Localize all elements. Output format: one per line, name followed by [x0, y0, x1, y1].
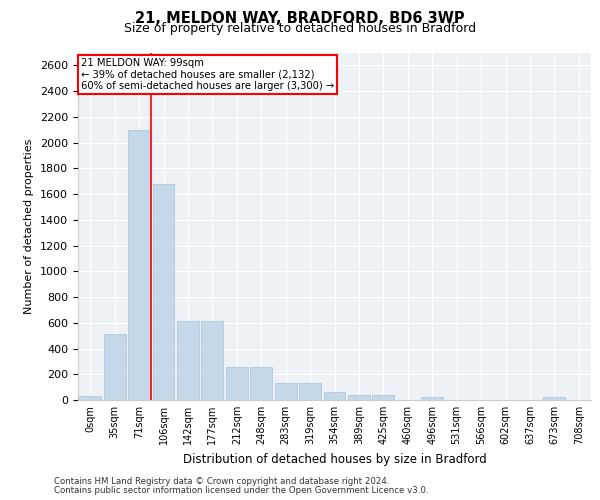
Text: 21, MELDON WAY, BRADFORD, BD6 3WP: 21, MELDON WAY, BRADFORD, BD6 3WP [135, 11, 465, 26]
Bar [348, 395, 370, 400]
Text: Size of property relative to detached houses in Bradford: Size of property relative to detached ho… [124, 22, 476, 35]
Bar [299, 382, 321, 400]
Text: Contains public sector information licensed under the Open Government Licence v3: Contains public sector information licen… [54, 486, 428, 495]
Bar [79, 396, 101, 400]
Bar [421, 397, 443, 400]
Y-axis label: Number of detached properties: Number of detached properties [25, 138, 34, 314]
Bar [226, 366, 248, 400]
Bar [152, 184, 175, 400]
Bar [177, 322, 199, 400]
X-axis label: Distribution of detached houses by size in Bradford: Distribution of detached houses by size … [182, 452, 487, 466]
Text: Contains HM Land Registry data © Crown copyright and database right 2024.: Contains HM Land Registry data © Crown c… [54, 477, 389, 486]
Text: 21 MELDON WAY: 99sqm
← 39% of detached houses are smaller (2,132)
60% of semi-de: 21 MELDON WAY: 99sqm ← 39% of detached h… [80, 58, 334, 91]
Bar [202, 322, 223, 400]
Bar [544, 398, 565, 400]
Bar [128, 130, 150, 400]
Bar [250, 366, 272, 400]
Bar [275, 382, 296, 400]
Bar [373, 396, 394, 400]
Bar [104, 334, 125, 400]
Bar [323, 392, 346, 400]
